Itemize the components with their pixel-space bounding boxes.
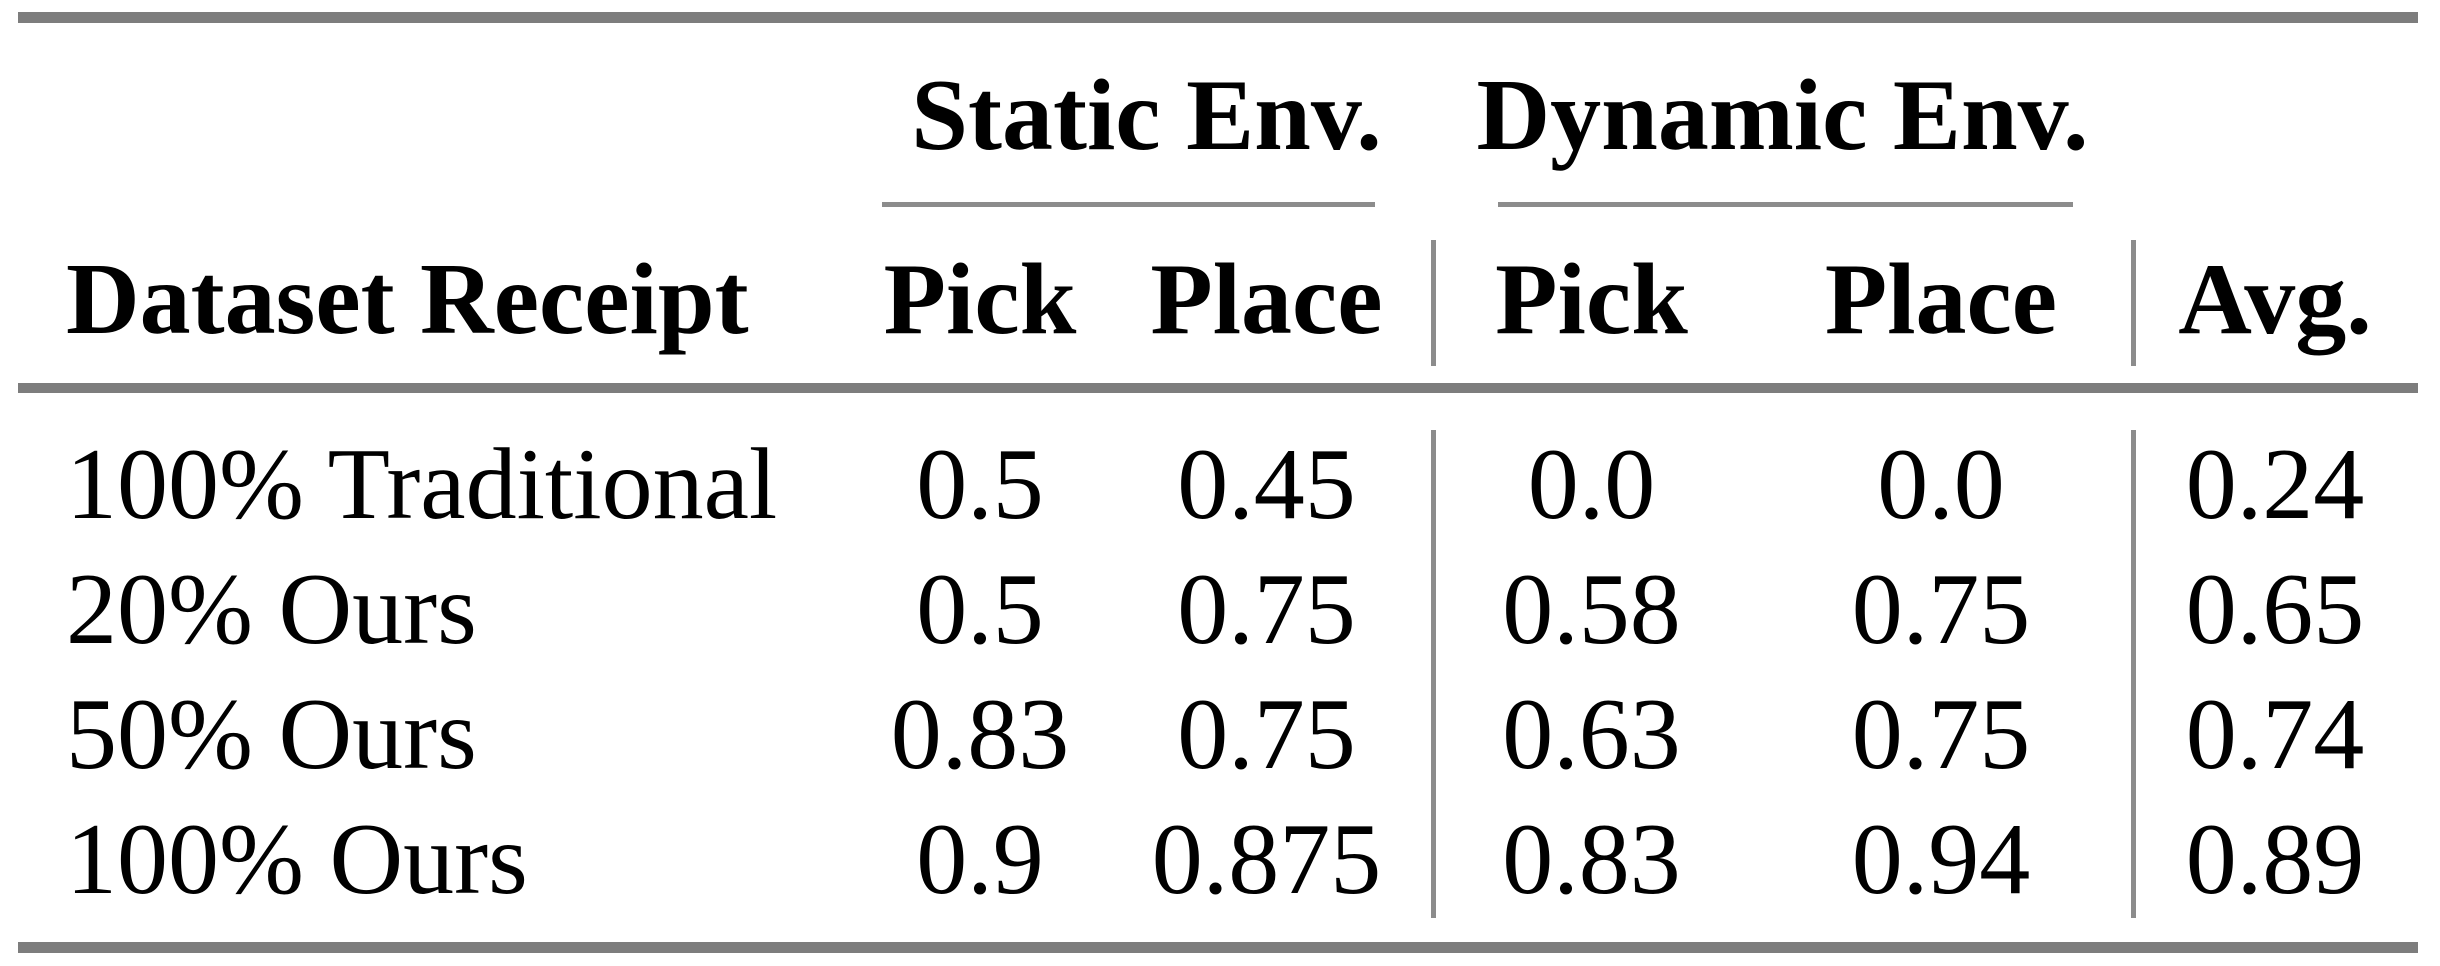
cell-static-place: 0.875: [1151, 803, 1382, 916]
cell-dynamic-place: 0.75: [1851, 678, 2031, 791]
cell-dynamic-place: 0.94: [1851, 803, 2031, 916]
column-header-dynamic-pick: Pick: [1495, 243, 1688, 356]
cell-dynamic-pick: 0.83: [1502, 803, 1681, 916]
group-header-static-env: Static Env.: [911, 59, 1382, 172]
cmidrule-static-env: [882, 202, 1375, 207]
cell-static-place: 0.45: [1177, 428, 1356, 541]
cell-avg: 0.89: [2185, 803, 2365, 916]
cell-avg: 0.65: [2185, 553, 2365, 666]
cell-static-pick: 0.5: [916, 553, 1044, 666]
column-header-static-place: Place: [1150, 243, 1383, 356]
vertical-separator-1-header: [1431, 240, 1436, 366]
cell-static-pick: 0.5: [916, 428, 1044, 541]
cell-static-place: 0.75: [1177, 678, 1356, 791]
cmidrule-dynamic-env: [1498, 202, 2073, 207]
row-label: 100% Traditional: [66, 428, 778, 541]
cell-avg: 0.24: [2185, 428, 2365, 541]
cell-static-place: 0.75: [1177, 553, 1356, 666]
row-label: 20% Ours: [66, 553, 477, 666]
top-rule: [18, 12, 2418, 23]
cell-dynamic-place: 0.0: [1877, 428, 2005, 541]
column-header-static-pick: Pick: [883, 243, 1077, 356]
cell-dynamic-pick: 0.58: [1502, 553, 1681, 666]
cell-static-pick: 0.83: [890, 678, 1070, 791]
column-header-dataset-receipt: Dataset Receipt: [66, 243, 749, 356]
mid-rule: [18, 383, 2418, 393]
vertical-separator-2-body: [2131, 430, 2136, 918]
cell-dynamic-place: 0.75: [1851, 553, 2031, 666]
bottom-rule: [18, 942, 2418, 953]
cell-avg: 0.74: [2185, 678, 2365, 791]
vertical-separator-1-body: [1431, 430, 1436, 918]
group-header-dynamic-env: Dynamic Env.: [1476, 59, 2089, 172]
cell-dynamic-pick: 0.0: [1527, 428, 1656, 541]
column-header-dynamic-place: Place: [1824, 243, 2058, 356]
column-header-avg: Avg.: [2178, 243, 2372, 356]
row-label: 50% Ours: [66, 678, 477, 791]
row-label: 100% Ours: [66, 803, 528, 916]
cell-dynamic-pick: 0.63: [1502, 678, 1681, 791]
cell-static-pick: 0.9: [916, 803, 1044, 916]
vertical-separator-2-header: [2131, 240, 2136, 366]
